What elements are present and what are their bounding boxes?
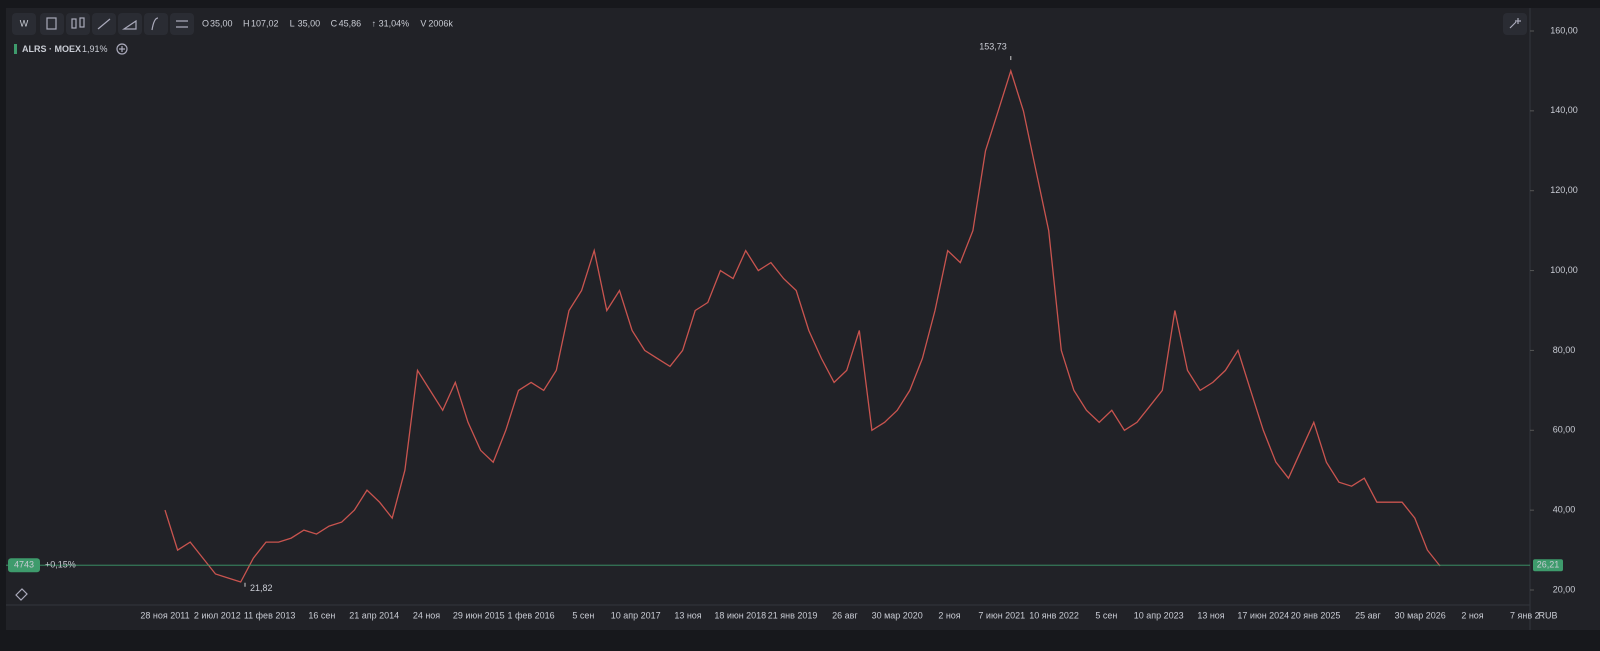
last-price-tag: [1533, 559, 1563, 572]
x-tick-label: 10 апр 2023: [1134, 610, 1184, 620]
volume: 2006k: [428, 18, 453, 28]
x-tick-label: 5 сен: [572, 610, 594, 620]
y-tick-label: 140,00: [1550, 105, 1578, 115]
legend-swatch: [14, 44, 17, 54]
chart-panel: [6, 8, 1600, 630]
x-tick-label: 13 ноя: [1197, 610, 1224, 620]
ohlc-key: L: [290, 18, 295, 28]
ohlc-value: 35,00: [298, 18, 321, 28]
y-tick-label: 120,00: [1550, 185, 1578, 195]
x-tick-label: 10 янв 2022: [1029, 610, 1079, 620]
x-tick-label: 21 янв 2019: [768, 610, 818, 620]
x-tick-label: 30 мар 2020: [872, 610, 923, 620]
interval-button[interactable]: [12, 13, 36, 35]
last-price: 26,21: [1537, 560, 1560, 570]
x-tick-label: 29 июн 2015: [453, 610, 505, 620]
x-tick-label: 24 ноя: [413, 610, 440, 620]
y-tick-label: 100,00: [1550, 265, 1578, 275]
x-tick-label: 5 сен: [1095, 610, 1117, 620]
volume-key: V: [420, 18, 426, 28]
counter: 4743: [14, 560, 34, 570]
y-tick-label: 40,00: [1553, 505, 1576, 515]
ohlc-value: 45,86: [339, 18, 362, 28]
ohlc-key: C: [331, 18, 338, 28]
y-tick-label: 60,00: [1553, 425, 1576, 435]
x-tick-label: 26 авг: [832, 610, 858, 620]
x-tick-label: 2 ноя: [938, 610, 960, 620]
x-tick-label: 16 сен: [308, 610, 335, 620]
symbol: ALRS · MOEX: [22, 44, 81, 54]
ohlc-value: 35,00: [210, 18, 233, 28]
ohlc-change: ↑ 31,04%: [372, 18, 410, 28]
counter-tag: [8, 558, 40, 573]
x-tick-label: 30 мар 2026: [1395, 610, 1446, 620]
y-tick-label: 20,00: [1553, 584, 1576, 594]
symbol-change: 1,91%: [82, 44, 108, 54]
x-tick-label: 18 июн 2018: [714, 610, 766, 620]
x-tick-label: 17 июн 2024: [1237, 610, 1289, 620]
y-tick-label: 80,00: [1553, 345, 1576, 355]
price-line: [164, 68, 1441, 583]
ohlc-readout: O 35,00 H 107,02 L 35,00 C 45,86 ↑ 31,04% V 2006k: [202, 18, 453, 28]
x-tick-label: 10 апр 2017: [611, 610, 661, 620]
x-tick-label: 25 авг: [1355, 610, 1381, 620]
x-tick-label: 21 апр 2014: [349, 610, 399, 620]
ohlc-value: 107,02: [251, 18, 279, 28]
currency: RUB: [1538, 610, 1557, 620]
x-tick-label: 20 янв 2025: [1291, 610, 1341, 620]
last-change: +0,15%: [45, 560, 76, 570]
x-tick-label: 2 июл 2012: [194, 610, 241, 620]
x-tick-label: 7 июн 2021: [978, 610, 1025, 620]
high-label: 153,73: [979, 41, 1007, 51]
low-label: 21,82: [250, 583, 273, 593]
x-tick-label: 11 фев 2013: [244, 610, 296, 620]
ohlc-key: O: [202, 18, 209, 28]
x-tick-label: 2 ноя: [1461, 610, 1483, 620]
x-tick-label: 7 янв 2: [1510, 610, 1540, 620]
y-tick-label: 160,00: [1550, 25, 1578, 35]
x-tick-label: 28 ноя 2011: [140, 610, 189, 620]
ohlc-key: H: [243, 18, 250, 28]
x-tick-label: 1 фев 2016: [507, 610, 554, 620]
x-tick-label: 13 ноя: [674, 610, 701, 620]
interval: W: [20, 18, 29, 28]
toolbar-icons[interactable]: [15, 13, 1527, 601]
